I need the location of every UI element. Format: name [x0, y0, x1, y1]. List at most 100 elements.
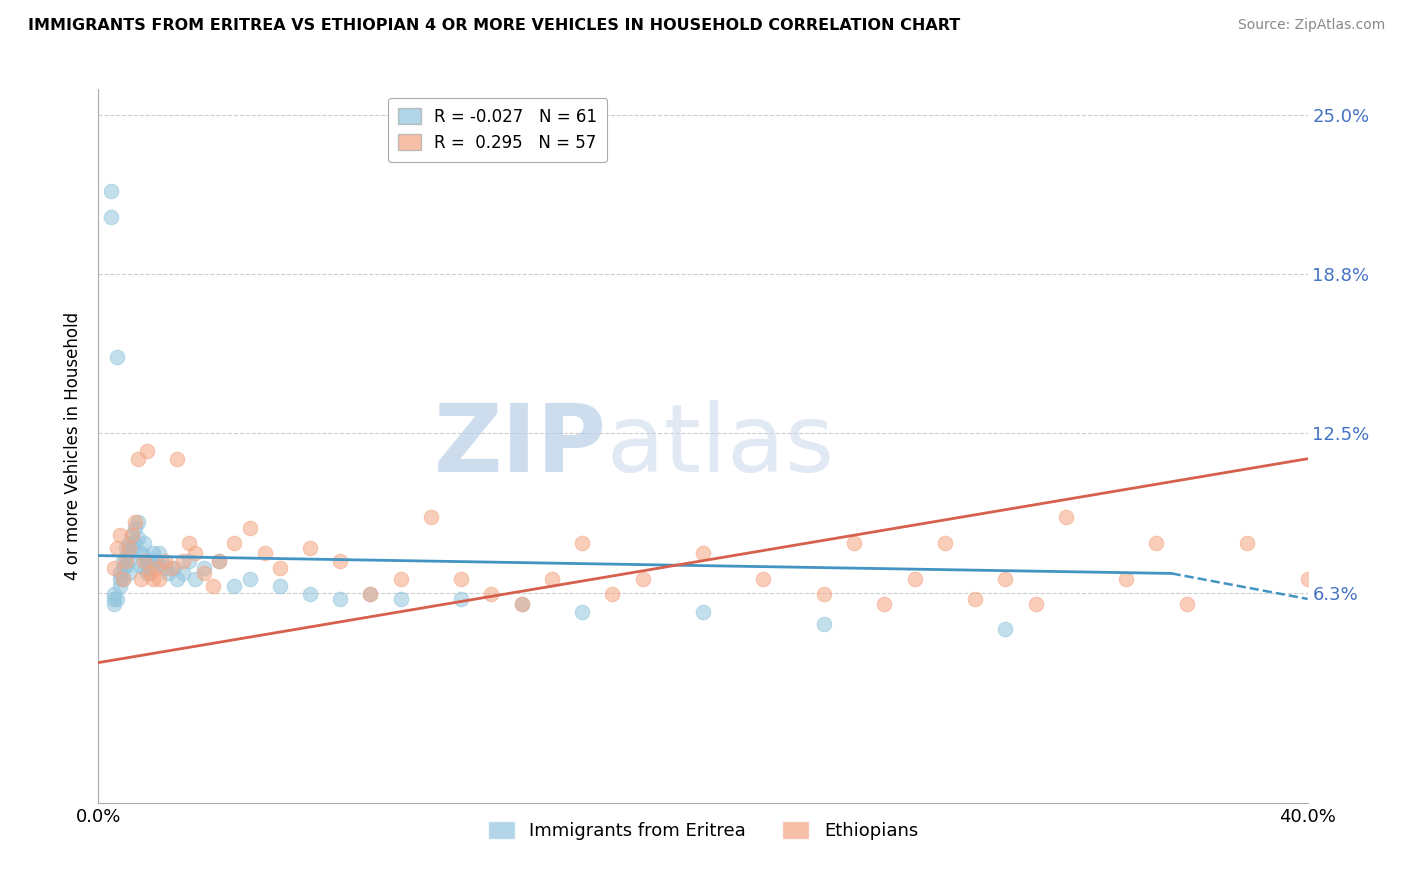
Point: [571, 605, 593, 619]
Point: [127, 531, 149, 545]
Point: [208, 554, 231, 568]
Point: [160, 561, 183, 575]
Point: [253, 546, 276, 560]
Point: [111, 554, 134, 568]
Point: [208, 554, 231, 568]
Point: [540, 572, 562, 586]
Point: [139, 561, 162, 575]
Text: ZIP: ZIP: [433, 400, 606, 492]
Point: [481, 587, 503, 601]
Point: [184, 572, 207, 586]
Point: [124, 536, 146, 550]
Point: [179, 536, 201, 550]
Point: [202, 579, 225, 593]
Point: [121, 541, 143, 555]
Point: [105, 591, 128, 606]
Point: [239, 520, 262, 534]
Point: [100, 184, 122, 198]
Point: [135, 444, 157, 458]
Point: [1024, 597, 1046, 611]
Point: [153, 554, 176, 568]
Text: atlas: atlas: [606, 400, 835, 492]
Point: [360, 587, 382, 601]
Point: [103, 587, 125, 601]
Point: [145, 561, 167, 575]
Point: [111, 572, 134, 586]
Point: [184, 546, 207, 560]
Point: [813, 617, 835, 632]
Point: [450, 572, 472, 586]
Point: [129, 572, 152, 586]
Point: [135, 554, 157, 568]
Point: [692, 605, 714, 619]
Point: [129, 546, 152, 560]
Point: [108, 579, 131, 593]
Point: [179, 554, 201, 568]
Point: [1054, 510, 1077, 524]
Point: [299, 541, 322, 555]
Point: [121, 528, 143, 542]
Point: [1236, 536, 1258, 550]
Point: [145, 554, 167, 568]
Point: [114, 554, 136, 568]
Point: [132, 549, 155, 563]
Point: [873, 597, 896, 611]
Point: [121, 528, 143, 542]
Point: [114, 541, 136, 555]
Point: [193, 561, 215, 575]
Point: [813, 587, 835, 601]
Point: [329, 591, 352, 606]
Point: [389, 572, 412, 586]
Point: [1175, 597, 1198, 611]
Point: [172, 566, 194, 581]
Point: [142, 558, 165, 573]
Point: [111, 572, 134, 586]
Point: [118, 536, 141, 550]
Point: [224, 536, 246, 550]
Point: [510, 597, 533, 611]
Point: [752, 572, 775, 586]
Point: [142, 546, 165, 560]
Point: [299, 587, 322, 601]
Point: [148, 572, 170, 586]
Point: [124, 520, 146, 534]
Point: [103, 597, 125, 611]
Point: [142, 572, 165, 586]
Point: [148, 546, 170, 560]
Point: [1144, 536, 1167, 550]
Point: [135, 566, 157, 581]
Point: [193, 566, 215, 581]
Point: [420, 510, 443, 524]
Point: [108, 572, 131, 586]
Point: [965, 591, 987, 606]
Point: [163, 561, 186, 575]
Point: [329, 554, 352, 568]
Point: [166, 451, 188, 466]
Point: [105, 541, 128, 555]
Point: [114, 551, 136, 566]
Point: [153, 561, 176, 575]
Point: [692, 546, 714, 560]
Point: [269, 561, 291, 575]
Point: [602, 587, 624, 601]
Point: [934, 536, 956, 550]
Point: [108, 528, 131, 542]
Point: [103, 591, 125, 606]
Text: Source: ZipAtlas.com: Source: ZipAtlas.com: [1237, 18, 1385, 32]
Point: [844, 536, 866, 550]
Point: [114, 558, 136, 573]
Point: [118, 554, 141, 568]
Point: [124, 516, 146, 530]
Point: [360, 587, 382, 601]
Point: [132, 561, 155, 575]
Point: [132, 536, 155, 550]
Point: [571, 536, 593, 550]
Point: [105, 350, 128, 364]
Point: [450, 591, 472, 606]
Point: [994, 572, 1017, 586]
Point: [1296, 572, 1319, 586]
Point: [994, 623, 1017, 637]
Point: [118, 566, 141, 581]
Point: [132, 554, 155, 568]
Point: [156, 566, 179, 581]
